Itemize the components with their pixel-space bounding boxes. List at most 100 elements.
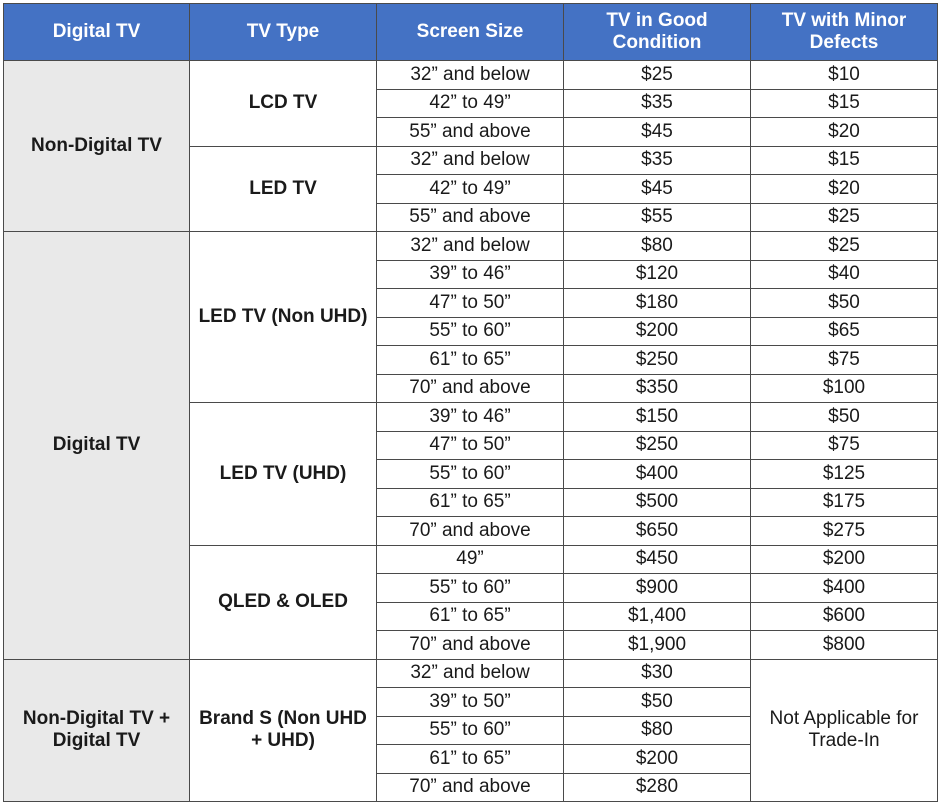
header-digital-tv: Digital TV	[3, 3, 190, 61]
good-condition-price-cell: $1,400	[563, 601, 751, 631]
minor-defect-price-cell: $10	[750, 60, 938, 90]
good-condition-price-cell: $45	[563, 117, 751, 147]
table-row: 70” and above $650 $275	[4, 516, 938, 546]
minor-defect-price-cell: $600	[750, 601, 938, 631]
good-condition-price-cell: $250	[563, 345, 751, 375]
good-condition-price-cell: $150	[563, 402, 751, 432]
table-row: 61” to 65” $250 $75	[4, 345, 938, 375]
table-row: 42” to 49” $45 $20	[4, 174, 938, 204]
table-body: Non-Digital TV LCD TV 32” and below $25 $10 4…	[3, 60, 938, 802]
header-row: Digital TV TV Type Screen Size TV in Goo…	[3, 3, 938, 61]
screen-size-cell: 47” to 50”	[376, 430, 564, 460]
screen-size-cell: 70” and above	[376, 630, 564, 660]
table-row: LED TV 32” and below $35 $15	[4, 145, 938, 232]
good-condition-price-cell: $30	[563, 658, 751, 688]
good-condition-price-cell: $280	[563, 772, 751, 802]
minor-defect-price-cell: $275	[750, 516, 938, 546]
tv-type-cell: QLED & OLED	[189, 544, 377, 660]
screen-size-cell: 47” to 50”	[376, 288, 564, 318]
good-condition-price-cell: $500	[563, 487, 751, 517]
good-condition-price-cell: $1,900	[563, 630, 751, 660]
good-condition-price-cell: $350	[563, 373, 751, 403]
tv-type-cell: LED TV	[189, 145, 377, 232]
minor-defect-price-cell: $20	[750, 174, 938, 204]
tv-type-cell: LED TV (UHD)	[189, 402, 377, 546]
good-condition-price-cell: $80	[563, 231, 751, 261]
screen-size-cell: 70” and above	[376, 772, 564, 802]
good-condition-price-cell: $80	[563, 715, 751, 745]
screen-size-cell: 39” to 50”	[376, 687, 564, 717]
table-row: 42” to 49” $35 $15	[4, 88, 938, 118]
table-row: 61” to 65” $200	[4, 744, 938, 774]
category-cell: Digital TV	[3, 231, 190, 660]
minor-defect-price-cell: $15	[750, 145, 938, 175]
minor-defect-price-cell: $400	[750, 573, 938, 603]
screen-size-cell: 55” to 60”	[376, 459, 564, 489]
header-minor-defects: TV with Minor Defects	[750, 3, 938, 61]
screen-size-cell: 39” to 46”	[376, 402, 564, 432]
minor-defect-price-cell: $50	[750, 402, 938, 432]
category-cell: Non-Digital TV + Digital TV	[3, 658, 190, 802]
screen-size-cell: 42” to 49”	[376, 174, 564, 204]
screen-size-cell: 61” to 65”	[376, 487, 564, 517]
minor-defect-price-cell: $15	[750, 88, 938, 118]
not-applicable-cell: Not Applicable for Trade-In	[750, 658, 938, 802]
good-condition-price-cell: $25	[563, 60, 751, 90]
table-row: 39” to 46” $120 $40	[4, 259, 938, 289]
screen-size-cell: 55” and above	[376, 117, 564, 147]
tv-type-cell: LCD TV	[189, 60, 377, 147]
screen-size-cell: 61” to 65”	[376, 744, 564, 774]
table-row: 61” to 65” $500 $175	[4, 487, 938, 517]
screen-size-cell: 32” and below	[376, 658, 564, 688]
good-condition-price-cell: $400	[563, 459, 751, 489]
table-row: 55” and above $55 $25	[4, 202, 938, 232]
good-condition-price-cell: $200	[563, 744, 751, 774]
minor-defect-price-cell: $100	[750, 373, 938, 403]
screen-size-cell: 55” to 60”	[376, 715, 564, 745]
screen-size-cell: 42” to 49”	[376, 88, 564, 118]
screen-size-cell: 39” to 46”	[376, 259, 564, 289]
minor-defect-price-cell: $125	[750, 459, 938, 489]
screen-size-cell: 49”	[376, 544, 564, 574]
screen-size-cell: 32” and below	[376, 145, 564, 175]
table-row: Non-Digital TV + Digital TV Brand S (Non …	[3, 658, 938, 802]
minor-defect-price-cell: $175	[750, 487, 938, 517]
table-row: 70” and above $280	[4, 772, 938, 802]
screen-size-cell: 70” and above	[376, 373, 564, 403]
screen-size-cell: 61” to 65”	[376, 345, 564, 375]
header-screen-size: Screen Size	[376, 3, 564, 61]
table-row: 55” and above $45 $20	[4, 117, 938, 147]
minor-defect-price-cell: $40	[750, 259, 938, 289]
screen-size-cell: 55” to 60”	[376, 316, 564, 346]
minor-defect-price-cell: $75	[750, 345, 938, 375]
screen-size-cell: 55” to 60”	[376, 573, 564, 603]
screen-size-cell: 55” and above	[376, 202, 564, 232]
minor-defect-price-cell: $75	[750, 430, 938, 460]
table-row: LED TV (UHD) 39” to 46” $150 $50	[4, 402, 938, 546]
screen-size-cell: 70” and above	[376, 516, 564, 546]
header-good-condition: TV in Good Condition	[563, 3, 751, 61]
table-row: 70” and above $1,900 $800	[4, 630, 938, 660]
table-row: QLED & OLED 49” $450 $200	[4, 544, 938, 660]
good-condition-price-cell: $180	[563, 288, 751, 318]
table-row: 47” to 50” $180 $50	[4, 288, 938, 318]
minor-defect-price-cell: $200	[750, 544, 938, 574]
good-condition-price-cell: $55	[563, 202, 751, 232]
table-row: Digital TV LED TV (Non UHD) 32” and below $…	[3, 231, 938, 660]
good-condition-price-cell: $200	[563, 316, 751, 346]
screen-size-cell: 32” and below	[376, 231, 564, 261]
good-condition-price-cell: $35	[563, 88, 751, 118]
tv-type-cell: LED TV (Non UHD)	[189, 231, 377, 403]
header-tv-type: TV Type	[189, 3, 377, 61]
minor-defect-price-cell: $50	[750, 288, 938, 318]
good-condition-price-cell: $35	[563, 145, 751, 175]
good-condition-price-cell: $45	[563, 174, 751, 204]
good-condition-price-cell: $650	[563, 516, 751, 546]
good-condition-price-cell: $120	[563, 259, 751, 289]
trade-in-price-table: Digital TV TV Type Screen Size TV in Goo…	[3, 3, 938, 802]
good-condition-price-cell: $450	[563, 544, 751, 574]
minor-defect-price-cell: $20	[750, 117, 938, 147]
minor-defect-price-cell: $65	[750, 316, 938, 346]
category-cell: Non-Digital TV	[3, 60, 190, 232]
screen-size-cell: 32” and below	[376, 60, 564, 90]
